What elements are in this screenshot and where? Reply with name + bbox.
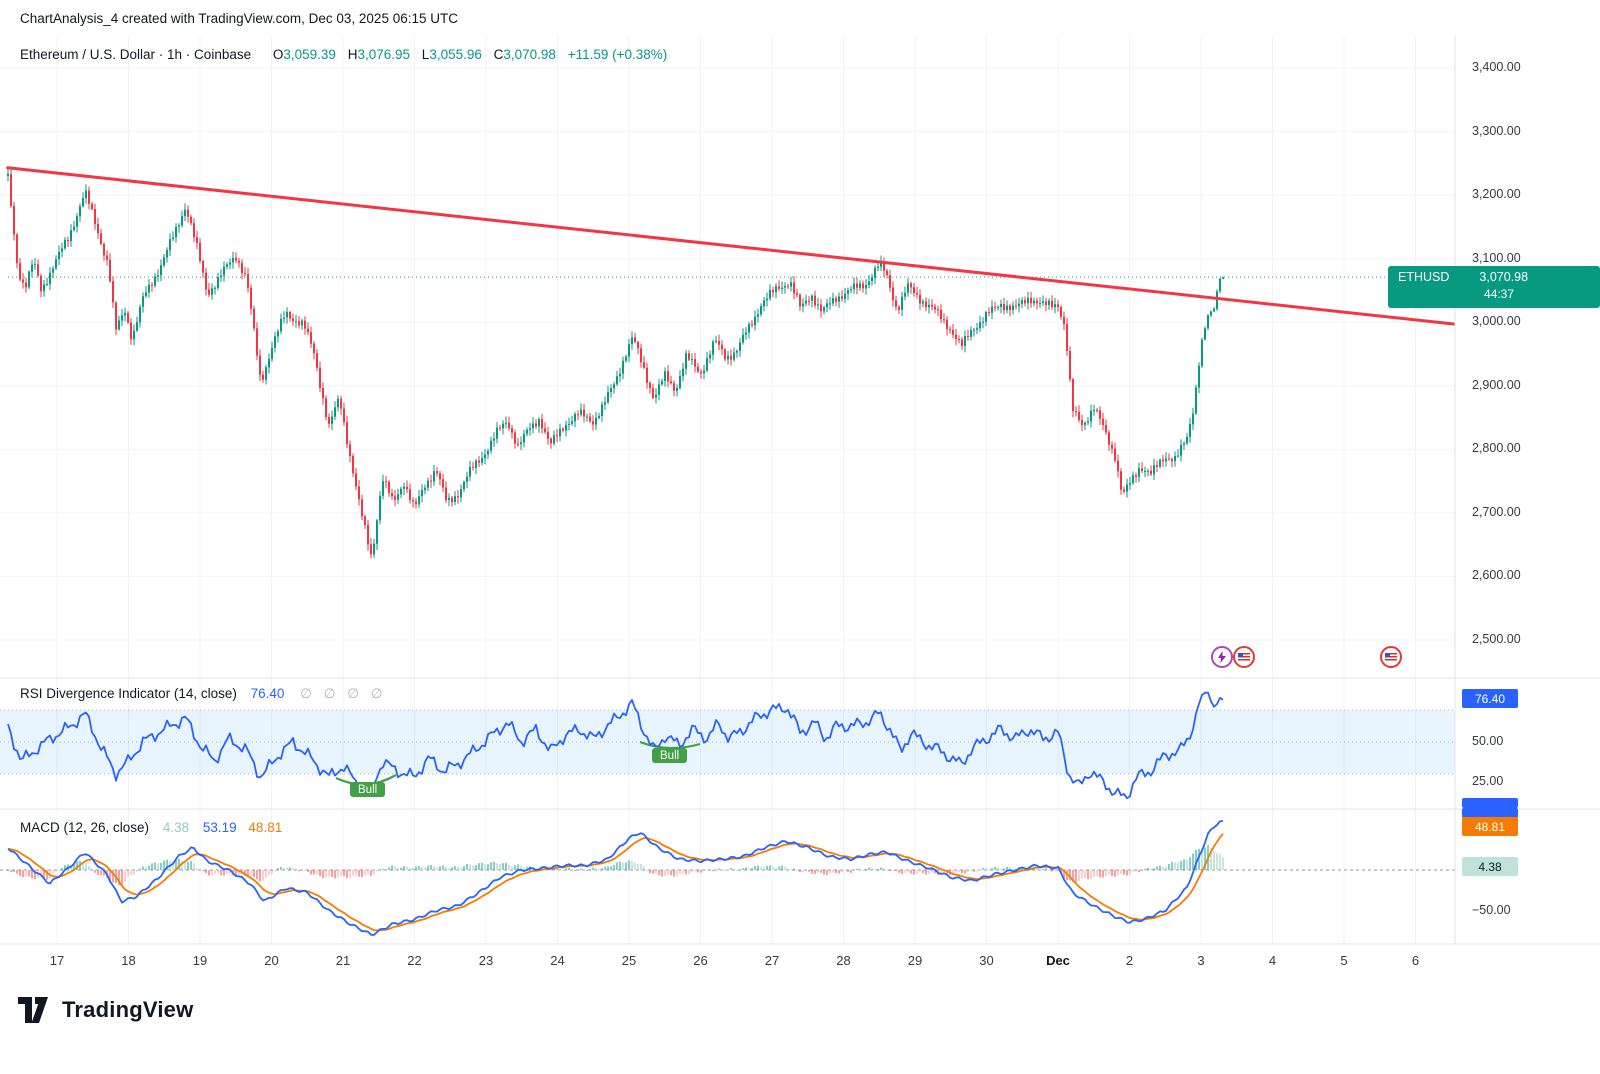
- rsi-title[interactable]: RSI Divergence Indicator (14, close): [20, 686, 237, 701]
- time-axis-label: 5: [1340, 953, 1348, 968]
- macd-signal-badge: 48.81: [1462, 817, 1518, 836]
- macd-line-badge-clipped: [1462, 808, 1518, 818]
- time-axis-label: 22: [407, 953, 422, 968]
- rsi-axis-low-label: 25.00: [1472, 774, 1504, 788]
- rsi-null-values: ∅ ∅ ∅ ∅: [300, 686, 387, 701]
- current-price-badge: ETHUSD 3,070.98 44:37: [1388, 266, 1600, 308]
- bull-divergence-label: Bull: [652, 748, 688, 763]
- price-badge-value: 3,070.98: [1479, 270, 1529, 284]
- us-flag-icon: [1385, 652, 1397, 662]
- ohlc-high-value: 3,076.95: [357, 47, 411, 62]
- time-axis-label: 18: [121, 953, 136, 968]
- bull-divergence-label: Bull: [350, 782, 386, 797]
- symbol-legend: Ethereum / U.S. Dollar · 1h · Coinbase O…: [20, 47, 667, 62]
- us-economic-event-icon[interactable]: [1233, 646, 1255, 668]
- header-bar: ChartAnalysis_4 created with TradingView…: [0, 0, 1600, 34]
- time-axis-label: 28: [836, 953, 851, 968]
- macd-signal-value: 48.81: [248, 820, 283, 835]
- time-axis-label: Dec: [1046, 953, 1070, 968]
- ohlc-low-value: 3,055.96: [429, 47, 482, 62]
- time-axis-label: 23: [478, 953, 494, 968]
- time-axis-label: 17: [49, 953, 65, 968]
- rsi-hidden-badge: [1462, 798, 1518, 808]
- time-axis-label: 30: [979, 953, 994, 968]
- us-economic-event-icon[interactable]: [1380, 646, 1402, 668]
- symbol-title[interactable]: Ethereum / U.S. Dollar · 1h · Coinbase: [20, 47, 252, 62]
- macd-pane-legend: MACD (12, 26, close) 4.38 53.19 48.81: [20, 820, 282, 835]
- rsi-axis-mid-label: 50.00: [1472, 734, 1504, 748]
- brand-name: TradingView: [62, 997, 194, 1022]
- macd-axis-low-label: −50.00: [1472, 903, 1511, 917]
- time-axis-label: 2: [1125, 953, 1134, 968]
- price-change: +11.59 (+0.38%): [567, 47, 668, 62]
- time-axis-label: 24: [550, 953, 565, 968]
- ohlc-open-value: 3,059.39: [283, 47, 336, 62]
- rsi-pane-legend: RSI Divergence Indicator (14, close) 76.…: [20, 686, 386, 702]
- rsi-value: 76.40: [250, 686, 285, 701]
- ohlc-close-value: 3,070.98: [503, 47, 556, 62]
- bar-countdown: 44:37: [1484, 287, 1515, 301]
- price-badge-symbol: ETHUSD: [1398, 270, 1450, 284]
- time-axis-label: 20: [264, 953, 279, 968]
- time-axis-label: 21: [335, 953, 351, 968]
- time-axis-label: 4: [1268, 953, 1277, 968]
- macd-hist-badge: 4.38: [1462, 857, 1518, 876]
- macd-hist-value: 4.38: [162, 820, 190, 835]
- time-axis[interactable]: 17 18 19 20 21 22 23 24 25 26 27 28 29 30 Dec 2 3 4 5 6: [0, 944, 1600, 976]
- time-axis-label: 26: [693, 953, 708, 968]
- ohlc-open-label: O: [272, 47, 284, 62]
- time-axis-label: 19: [192, 953, 208, 968]
- page-title: ChartAnalysis_4 created with TradingView…: [20, 11, 458, 26]
- rsi-value-badge: 76.40: [1462, 689, 1518, 708]
- ohlc-high-label: H: [347, 47, 358, 62]
- time-axis-label: 25: [621, 953, 637, 968]
- tradingview-logo[interactable]: TradingView: [18, 997, 193, 1023]
- time-axis-label: 29: [907, 953, 923, 968]
- lightning-icon: [1218, 651, 1226, 663]
- us-flag-icon: [1238, 652, 1250, 662]
- macd-line-value: 53.19: [202, 820, 237, 835]
- time-axis-label: 27: [764, 953, 780, 968]
- time-axis-label: 6: [1411, 953, 1420, 968]
- tradingview-logo-icon: [18, 997, 48, 1023]
- ohlc-low-label: L: [421, 47, 430, 62]
- ohlc-close-label: C: [493, 47, 504, 62]
- economic-event-icon[interactable]: [1211, 646, 1233, 668]
- macd-title[interactable]: MACD (12, 26, close): [20, 820, 150, 835]
- time-axis-label: 3: [1197, 953, 1205, 968]
